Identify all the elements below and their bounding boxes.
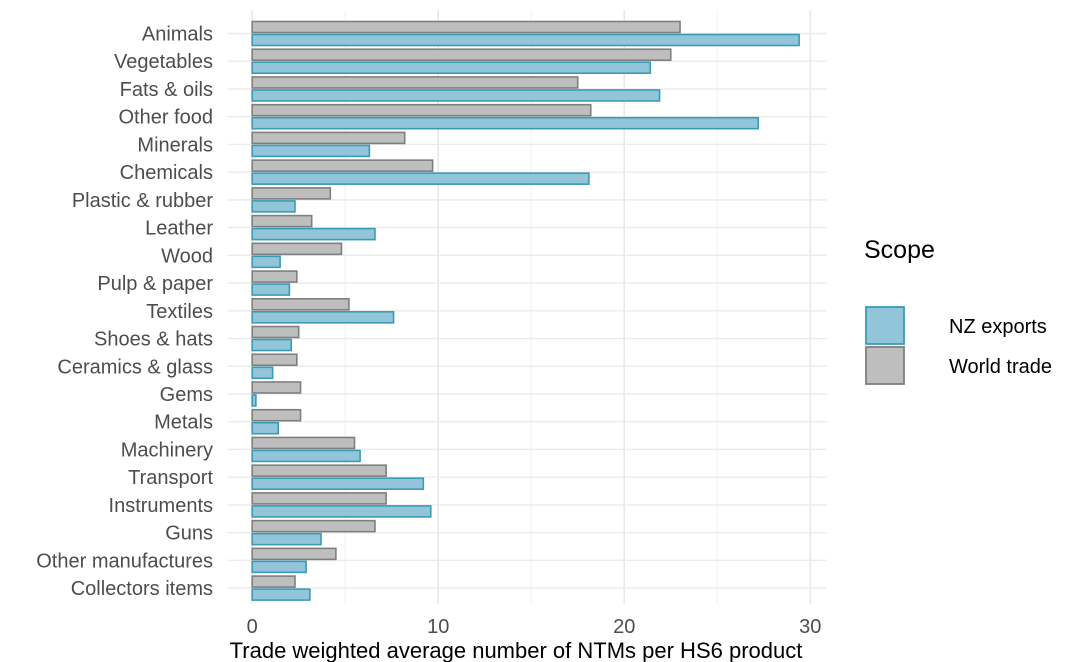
bar-world-trade-17 [251, 492, 387, 505]
category-label-20: Collectors items [71, 578, 213, 600]
bar-nz-exports-20 [251, 588, 311, 601]
bar-world-trade-10 [251, 297, 350, 311]
category-label-3: Other food [118, 107, 213, 129]
x-tick-label-2: 20 [613, 616, 635, 638]
bar-nz-exports-2 [251, 89, 661, 102]
bar-world-trade-9 [251, 270, 298, 283]
category-label-17: Instruments [109, 495, 213, 517]
legend-key-1 [865, 346, 905, 385]
bar-world-trade-8 [251, 242, 343, 256]
legend: Scope NZ exports World trade [864, 236, 1052, 385]
category-label-2: Fats & oils [120, 79, 213, 101]
bar-nz-exports-8 [251, 255, 281, 269]
category-label-4: Minerals [137, 134, 213, 156]
bar-world-trade-12 [251, 353, 298, 367]
category-label-18: Guns [165, 523, 213, 545]
category-label-1: Vegetables [114, 51, 213, 73]
category-label-11: Shoes & hats [94, 329, 213, 351]
category-label-9: Pulp & paper [97, 273, 213, 295]
category-label-10: Textiles [146, 301, 213, 323]
bar-world-trade-7 [251, 214, 313, 228]
bar-nz-exports-9 [251, 283, 291, 296]
bar-nz-exports-3 [251, 116, 759, 130]
legend-label-0: NZ exports [949, 316, 1047, 338]
x-tick-label-1: 10 [427, 616, 449, 638]
category-label-5: Chemicals [120, 162, 213, 184]
bar-nz-exports-6 [251, 200, 296, 213]
bar-nz-exports-19 [251, 560, 307, 574]
bar-nz-exports-10 [251, 310, 395, 324]
category-label-12: Ceramics & glass [57, 356, 213, 378]
category-label-15: Machinery [121, 439, 213, 461]
category-label-8: Wood [161, 245, 213, 267]
legend-title: Scope [864, 236, 935, 264]
bar-world-trade-18 [251, 519, 376, 533]
bar-world-trade-5 [251, 159, 434, 172]
category-label-7: Leather [145, 218, 213, 240]
bar-nz-exports-4 [251, 144, 371, 158]
bar-world-trade-0 [251, 20, 681, 34]
legend-label-1: World trade [949, 356, 1052, 378]
bar-nz-exports-11 [251, 338, 293, 352]
bar-world-trade-11 [251, 325, 300, 339]
bar-nz-exports-14 [251, 421, 280, 435]
grid-lines [228, 10, 827, 604]
category-label-14: Metals [154, 412, 213, 434]
bar-world-trade-3 [251, 103, 592, 117]
bar-nz-exports-16 [251, 477, 425, 490]
legend-key-0 [865, 306, 905, 345]
bar-world-trade-1 [251, 48, 672, 62]
bar-nz-exports-15 [251, 449, 361, 463]
category-label-6: Plastic & rubber [72, 190, 214, 212]
category-labels: Animals Vegetables Fats & oils Other food Mi… [36, 24, 213, 601]
bar-world-trade-14 [251, 408, 302, 422]
category-label-16: Transport [128, 467, 213, 489]
bar-nz-exports-17 [251, 505, 432, 518]
bar-nz-exports-13 [251, 394, 257, 407]
bar-nz-exports-5 [251, 172, 590, 185]
bars [251, 20, 800, 601]
category-label-13: Gems [160, 384, 213, 406]
bar-nz-exports-0 [251, 33, 800, 47]
x-tick-label-3: 30 [799, 616, 821, 638]
category-label-0: Animals [142, 24, 213, 46]
bar-world-trade-13 [251, 381, 302, 394]
x-tick-labels: 0 10 20 30 [247, 616, 822, 638]
bar-nz-exports-1 [251, 61, 652, 75]
bar-world-trade-19 [251, 547, 337, 561]
bar-nz-exports-18 [251, 532, 322, 546]
bar-world-trade-15 [251, 436, 356, 450]
bar-world-trade-20 [251, 575, 296, 588]
bar-nz-exports-7 [251, 227, 376, 241]
bar-world-trade-6 [251, 187, 332, 200]
x-axis-title: Trade weighted average number of NTMs pe… [230, 638, 803, 662]
bar-nz-exports-12 [251, 366, 274, 380]
category-label-19: Other manufactures [36, 550, 213, 572]
bar-world-trade-16 [251, 464, 387, 477]
x-tick-label-0: 0 [247, 616, 258, 638]
bar-world-trade-2 [251, 76, 579, 89]
bar-world-trade-4 [251, 131, 406, 145]
